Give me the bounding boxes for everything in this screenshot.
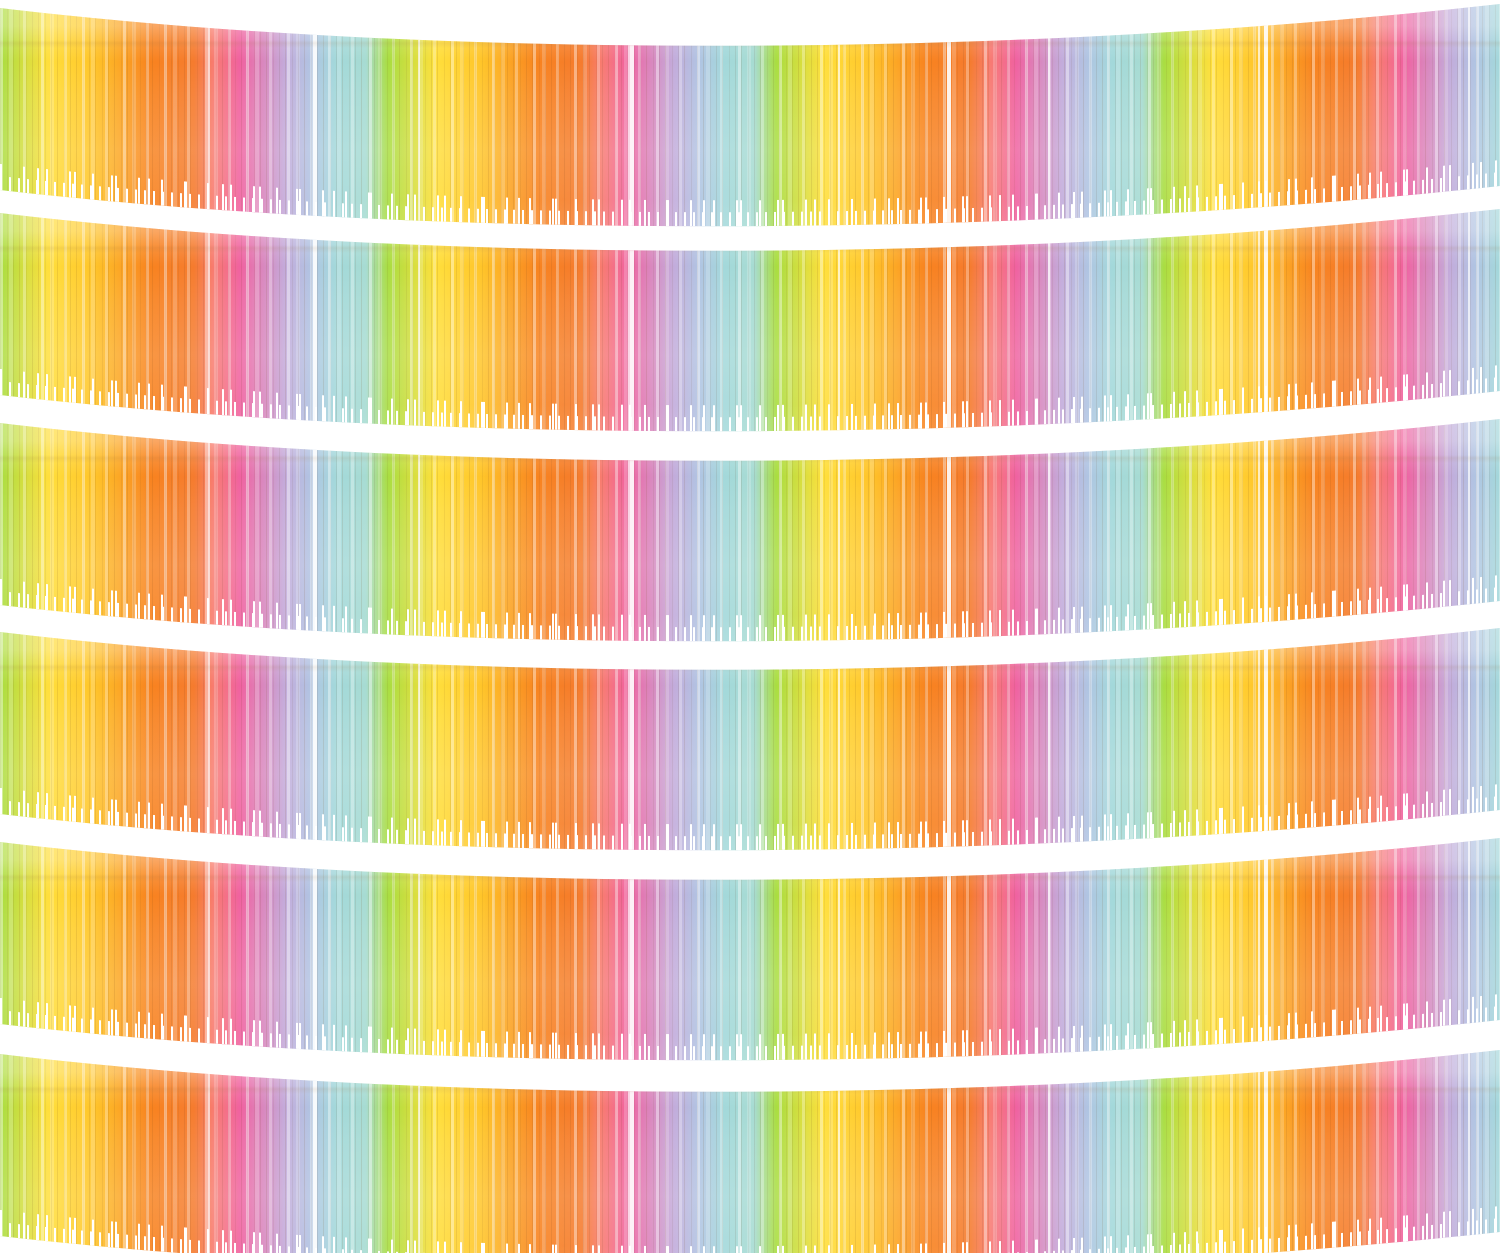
garland-row — [0, 0, 1500, 270]
garland-row — [0, 1046, 1500, 1253]
garland-row — [0, 205, 1500, 475]
fringe-tips-texture-deep — [0, 1046, 1500, 1253]
garland-row — [0, 834, 1500, 1104]
foil-fringe-band — [0, 624, 1500, 894]
garland-row — [0, 624, 1500, 894]
garland-row — [0, 415, 1500, 685]
foil-fringe-band — [0, 1046, 1500, 1253]
fringe-tips-texture-shallow — [0, 1046, 1500, 1253]
